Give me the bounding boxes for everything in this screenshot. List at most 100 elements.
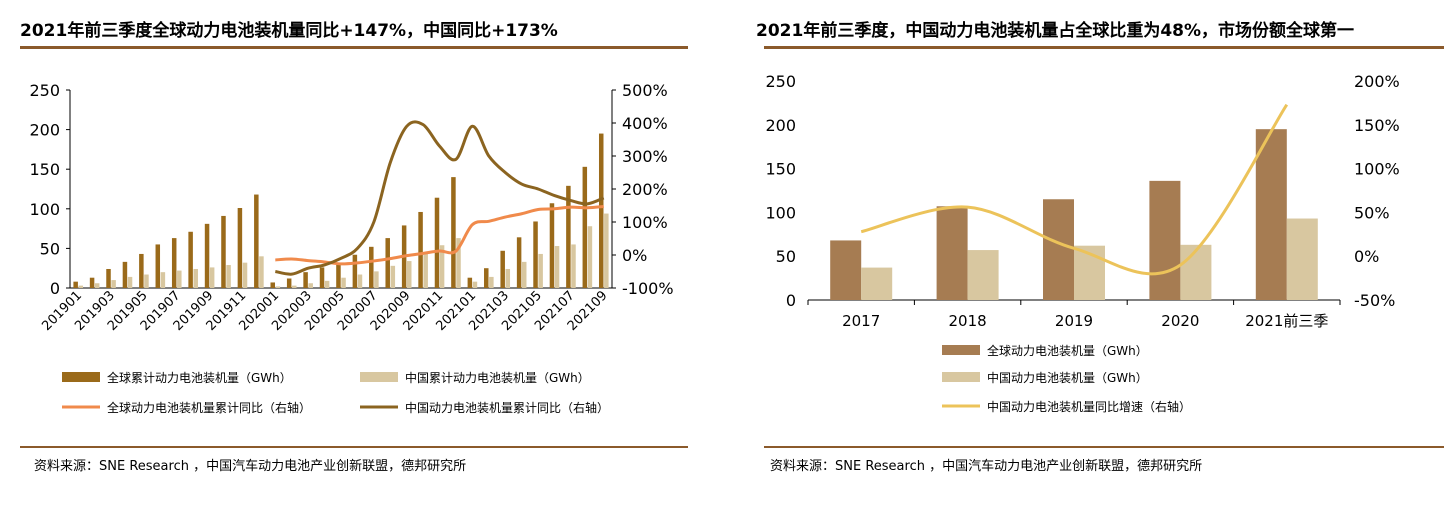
global-cumulative-bar <box>418 211 423 288</box>
china-cumulative-bar <box>571 244 576 288</box>
legend-swatch <box>942 345 980 355</box>
global-bar <box>1255 129 1287 300</box>
china-cumulative-bar <box>357 274 363 288</box>
y-left-tick-label: 100 <box>29 200 60 219</box>
china-cumulative-bar <box>423 253 428 288</box>
global-bar <box>936 206 968 300</box>
china-yoy-line <box>860 103 1289 276</box>
global-cumulative-bar <box>582 166 588 288</box>
china-cumulative-bar <box>94 283 100 288</box>
china-yoy-line <box>275 120 605 276</box>
legend-label: 中国动力电池装机量累计同比（右轴） <box>405 400 609 415</box>
y-right-tick-label: 100% <box>1354 160 1400 179</box>
global-cumulative-bar <box>352 254 358 288</box>
china-cumulative-bar <box>521 261 527 288</box>
china-cumulative-bar <box>341 277 346 288</box>
y-right-tick-label: 100% <box>622 213 668 232</box>
global-cumulative-bar <box>451 177 456 288</box>
global-cumulative-bar <box>533 221 538 288</box>
y-left-tick-label: 0 <box>786 291 796 310</box>
china-cumulative-bar <box>472 281 478 288</box>
x-tick-label: 2021前三季 <box>1245 312 1328 330</box>
global-cumulative-bar <box>188 231 193 288</box>
legend-label: 中国累计动力电池装机量（GWh） <box>405 370 590 385</box>
y-left-tick-label: 150 <box>29 160 60 179</box>
global-yoy-line <box>275 204 604 266</box>
y-right-tick-label: 0% <box>1354 247 1379 266</box>
global-cumulative-bar <box>303 272 308 288</box>
legend-label: 中国动力电池装机量同比增速（右轴） <box>987 399 1191 414</box>
global-cumulative-bar <box>500 250 505 288</box>
legend-label: 中国动力电池装机量（GWh） <box>987 370 1148 385</box>
china-cumulative-bar <box>390 265 396 288</box>
legend-swatch <box>942 372 980 382</box>
china-cumulative-bar <box>144 274 149 288</box>
china-cumulative-bar <box>406 261 412 288</box>
left-chart-title: 2021年前三季度全球动力电池装机量同比+147%，中国同比+173% <box>20 21 558 41</box>
y-right-tick-label: 200% <box>622 180 668 199</box>
china-cumulative-bar <box>604 213 609 288</box>
right-source-note: 资料来源：SNE Research ，中国汽车动力电池产业创新联盟，德邦研究所 <box>770 459 1203 474</box>
legend-label: 全球动力电池装机量（GWh） <box>987 343 1148 358</box>
x-tick-label: 2018 <box>949 312 987 330</box>
global-cumulative-bar <box>434 197 440 288</box>
y-right-tick-label: 50% <box>1354 203 1390 222</box>
global-cumulative-bar <box>89 277 95 288</box>
y-right-tick-label: 0% <box>622 246 647 265</box>
legend-label: 全球动力电池装机量累计同比（右轴） <box>107 400 311 415</box>
left-bottom-rule <box>20 446 688 448</box>
global-cumulative-bar <box>171 238 177 288</box>
china-cumulative-bar <box>324 280 330 288</box>
china-cumulative-bar <box>554 246 560 288</box>
y-right-tick-label: 150% <box>1354 116 1400 135</box>
global-cumulative-bar <box>516 237 522 288</box>
china-cumulative-bar <box>292 285 297 288</box>
y-left-tick-label: 250 <box>765 72 796 91</box>
right-title-rule <box>764 46 1444 49</box>
china-bar <box>1180 244 1212 300</box>
global-bar <box>830 240 862 300</box>
global-cumulative-bar <box>270 282 276 288</box>
x-tick-label: 2019 <box>1055 312 1093 330</box>
x-tick-label: 2020 <box>1161 312 1199 330</box>
left-chart: 0 50 100 150 200 250 -100% 0% 100% 200% 300% 400% 50… <box>29 81 674 415</box>
china-cumulative-bar <box>242 262 248 288</box>
china-cumulative-bar <box>177 270 182 288</box>
global-cumulative-bar <box>467 277 473 288</box>
y-right-tick-label: 400% <box>622 114 668 133</box>
china-cumulative-bar <box>226 265 231 288</box>
china-cumulative-bar <box>209 267 215 288</box>
y-left-tick-label: 50 <box>40 239 60 258</box>
global-cumulative-bar <box>139 253 144 288</box>
right-chart-panel: 2021年前三季度，中国动力电池装机量占全球比重为48%，市场份额全球第一 0 5… <box>752 0 1446 517</box>
right-chart: 0 50 100 150 200 250 -50% 0% 50% 100% 150% 200% 2017… <box>765 72 1400 414</box>
china-bar <box>1286 218 1318 300</box>
y-left-tick-label: 0 <box>50 279 60 298</box>
global-cumulative-bar <box>106 268 111 288</box>
global-bar <box>1149 180 1181 300</box>
y-right-tick-label: 300% <box>622 147 668 166</box>
china-cumulative-bar <box>275 286 281 288</box>
y-right-tick-label: 200% <box>1354 72 1400 91</box>
china-cumulative-bar <box>439 245 445 288</box>
x-tick-label: 2017 <box>842 312 880 330</box>
china-bar <box>861 267 893 300</box>
right-chart-title: 2021年前三季度，中国动力电池装机量占全球比重为48%，市场份额全球第一 <box>756 21 1355 41</box>
global-cumulative-bar <box>369 246 374 288</box>
global-cumulative-bar <box>336 263 341 288</box>
china-bar <box>967 250 999 300</box>
y-right-tick-label: -100% <box>622 279 674 298</box>
global-cumulative-bar <box>221 215 226 288</box>
china-cumulative-bar <box>160 272 166 288</box>
china-cumulative-bar <box>374 271 379 288</box>
china-cumulative-bar <box>456 238 461 288</box>
china-cumulative-bar <box>587 226 593 288</box>
y-left-tick-label: 200 <box>29 121 60 140</box>
global-bar <box>1043 199 1074 300</box>
global-cumulative-bar <box>385 238 390 288</box>
right-bottom-rule <box>764 446 1444 448</box>
y-left-tick-label: 250 <box>29 81 60 100</box>
global-cumulative-bar <box>549 203 555 288</box>
legend-label: 全球累计动力电池装机量（GWh） <box>107 370 292 385</box>
y-left-tick-label: 150 <box>765 160 796 179</box>
